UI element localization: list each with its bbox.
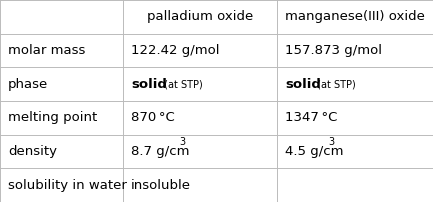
Text: palladium oxide: palladium oxide bbox=[147, 10, 253, 23]
Text: 1347 °C: 1347 °C bbox=[285, 111, 337, 124]
Text: 3: 3 bbox=[329, 137, 335, 147]
Text: solid: solid bbox=[285, 78, 321, 91]
Text: 4.5 g/cm: 4.5 g/cm bbox=[285, 145, 343, 158]
Text: 3: 3 bbox=[180, 137, 186, 147]
Text: solubility in water: solubility in water bbox=[8, 179, 127, 192]
Text: solid: solid bbox=[131, 78, 167, 91]
Text: insoluble: insoluble bbox=[131, 179, 191, 192]
Text: density: density bbox=[8, 145, 57, 158]
Text: melting point: melting point bbox=[8, 111, 97, 124]
Text: 157.873 g/mol: 157.873 g/mol bbox=[285, 44, 382, 57]
Text: manganese(III) oxide: manganese(III) oxide bbox=[285, 10, 425, 23]
Text: molar mass: molar mass bbox=[8, 44, 85, 57]
Text: 870 °C: 870 °C bbox=[131, 111, 175, 124]
Text: 122.42 g/mol: 122.42 g/mol bbox=[131, 44, 220, 57]
Text: (at STP): (at STP) bbox=[161, 79, 202, 89]
Text: phase: phase bbox=[8, 78, 48, 91]
Text: (at STP): (at STP) bbox=[314, 79, 356, 89]
Text: 8.7 g/cm: 8.7 g/cm bbox=[131, 145, 190, 158]
